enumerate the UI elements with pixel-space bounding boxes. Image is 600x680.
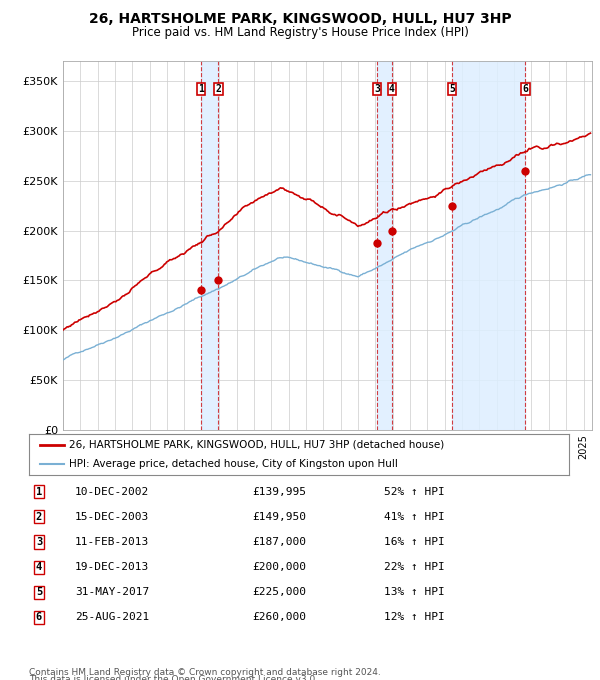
Text: 25-AUG-2021: 25-AUG-2021 (75, 613, 149, 622)
Text: 1: 1 (36, 487, 42, 496)
Text: Contains HM Land Registry data © Crown copyright and database right 2024.: Contains HM Land Registry data © Crown c… (29, 668, 380, 677)
Text: £187,000: £187,000 (252, 537, 306, 547)
Text: 5: 5 (449, 84, 455, 94)
Text: 52% ↑ HPI: 52% ↑ HPI (384, 487, 445, 496)
Text: 12% ↑ HPI: 12% ↑ HPI (384, 613, 445, 622)
Text: 15-DEC-2003: 15-DEC-2003 (75, 512, 149, 522)
Text: 2: 2 (215, 84, 221, 94)
Text: HPI: Average price, detached house, City of Kingston upon Hull: HPI: Average price, detached house, City… (70, 458, 398, 469)
Text: Price paid vs. HM Land Registry's House Price Index (HPI): Price paid vs. HM Land Registry's House … (131, 26, 469, 39)
Text: 31-MAY-2017: 31-MAY-2017 (75, 588, 149, 597)
Text: 6: 6 (523, 84, 529, 94)
Text: 5: 5 (36, 588, 42, 597)
Text: 6: 6 (36, 613, 42, 622)
Text: £200,000: £200,000 (252, 562, 306, 572)
Text: 10-DEC-2002: 10-DEC-2002 (75, 487, 149, 496)
Bar (452, 61, 526, 430)
Text: 26, HARTSHOLME PARK, KINGSWOOD, HULL, HU7 3HP: 26, HARTSHOLME PARK, KINGSWOOD, HULL, HU… (89, 12, 511, 26)
Text: 4: 4 (36, 562, 42, 572)
Text: 13% ↑ HPI: 13% ↑ HPI (384, 588, 445, 597)
Text: 3: 3 (36, 537, 42, 547)
Text: £139,995: £139,995 (252, 487, 306, 496)
Text: 2: 2 (36, 512, 42, 522)
Text: 22% ↑ HPI: 22% ↑ HPI (384, 562, 445, 572)
Text: 3: 3 (374, 84, 380, 94)
Text: 41% ↑ HPI: 41% ↑ HPI (384, 512, 445, 522)
Bar (201, 61, 218, 430)
Text: £260,000: £260,000 (252, 613, 306, 622)
Text: This data is licensed under the Open Government Licence v3.0.: This data is licensed under the Open Gov… (29, 675, 318, 680)
Text: £149,950: £149,950 (252, 512, 306, 522)
Text: 19-DEC-2013: 19-DEC-2013 (75, 562, 149, 572)
Text: 1: 1 (198, 84, 204, 94)
Bar (377, 61, 392, 430)
Text: 11-FEB-2013: 11-FEB-2013 (75, 537, 149, 547)
Text: 26, HARTSHOLME PARK, KINGSWOOD, HULL, HU7 3HP (detached house): 26, HARTSHOLME PARK, KINGSWOOD, HULL, HU… (70, 440, 445, 450)
Text: £225,000: £225,000 (252, 588, 306, 597)
Text: 16% ↑ HPI: 16% ↑ HPI (384, 537, 445, 547)
Text: 4: 4 (389, 84, 395, 94)
